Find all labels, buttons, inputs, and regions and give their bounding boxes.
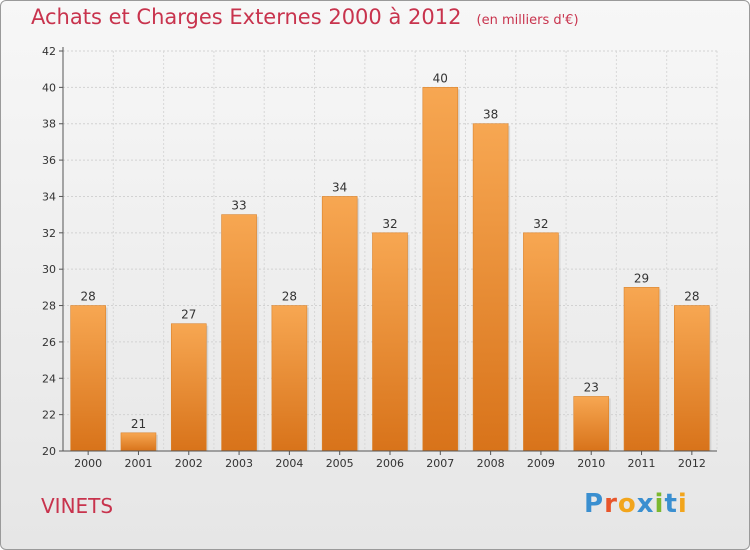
bar [623,287,660,452]
bar-value-label: 40 [433,71,448,85]
logo-letter: r [604,489,618,519]
bars: 28 21 27 33 28 34 32 40 38 32 23 29 28 [70,71,712,452]
bar-value-label: 29 [634,271,649,285]
bar [321,196,358,452]
x-tick-label: 2009 [527,457,555,470]
bar [221,214,257,452]
y-tick-label: 42 [42,45,56,58]
bar-value-label: 34 [332,180,347,194]
x-tick-label: 2003 [225,457,253,470]
bar-value-label: 23 [584,380,599,394]
y-tick-label: 28 [42,300,56,313]
x-tick-label: 2007 [426,457,454,470]
x-tick-label: 2008 [477,457,505,470]
bar-value-label: 28 [684,290,699,304]
bar [422,87,459,452]
x-tick-label: 2004 [275,457,303,470]
bar-value-label: 33 [231,199,246,213]
x-tick-label: 2006 [376,457,404,470]
bar [70,305,106,452]
y-tick-label: 32 [42,227,56,240]
bar-value-label: 21 [131,417,146,431]
y-tick-label: 26 [42,336,56,349]
y-tick-label: 40 [42,81,56,94]
x-tick-label: 2000 [74,457,102,470]
bar [674,305,710,452]
logo-letter: P [584,489,605,519]
logo-letter: x [636,489,655,519]
x-tick-label: 2005 [326,457,354,470]
logo-letter: i [677,489,688,519]
bar-value-label: 27 [181,308,196,322]
y-tick-label: 30 [42,263,56,276]
y-tick-label: 24 [42,372,56,385]
logo-letter: t [664,489,678,519]
bar [120,432,157,452]
bar [573,396,610,452]
bar [472,123,509,452]
y-tick-label: 38 [42,118,56,131]
y-tick-label: 34 [42,190,56,203]
place-name: VINETS [41,494,114,518]
x-tick-label: 2002 [175,457,203,470]
bar [523,232,559,452]
bar-value-label: 32 [382,217,397,231]
bar [170,323,207,452]
x-tick-label: 2010 [577,457,605,470]
axes: 20 22 24 26 28 30 32 34 36 38 40 42 2000 2001 2002 2003… [42,45,717,470]
chart-title: Achats et Charges Externes 2000 à 2012 [31,5,462,29]
bar-value-label: 28 [282,290,297,304]
x-tick-label: 2012 [678,457,706,470]
logo-letter: o [617,489,637,519]
bar-value-label: 28 [81,290,96,304]
bar [271,305,308,452]
x-tick-label: 2011 [628,457,656,470]
x-tick-label: 2001 [124,457,152,470]
title-row: Achats et Charges Externes 2000 à 2012 (… [31,5,579,29]
bar-value-label: 32 [533,217,548,231]
bar [372,232,408,452]
chart-subtitle: (en milliers d'€) [476,13,579,28]
bar-value-label: 38 [483,108,498,122]
proxiti-logo[interactable]: Proxiti [584,489,688,519]
y-tick-label: 20 [42,445,56,458]
logo-letter: i [654,489,665,519]
y-tick-label: 22 [42,409,56,422]
y-tick-label: 36 [42,154,56,167]
